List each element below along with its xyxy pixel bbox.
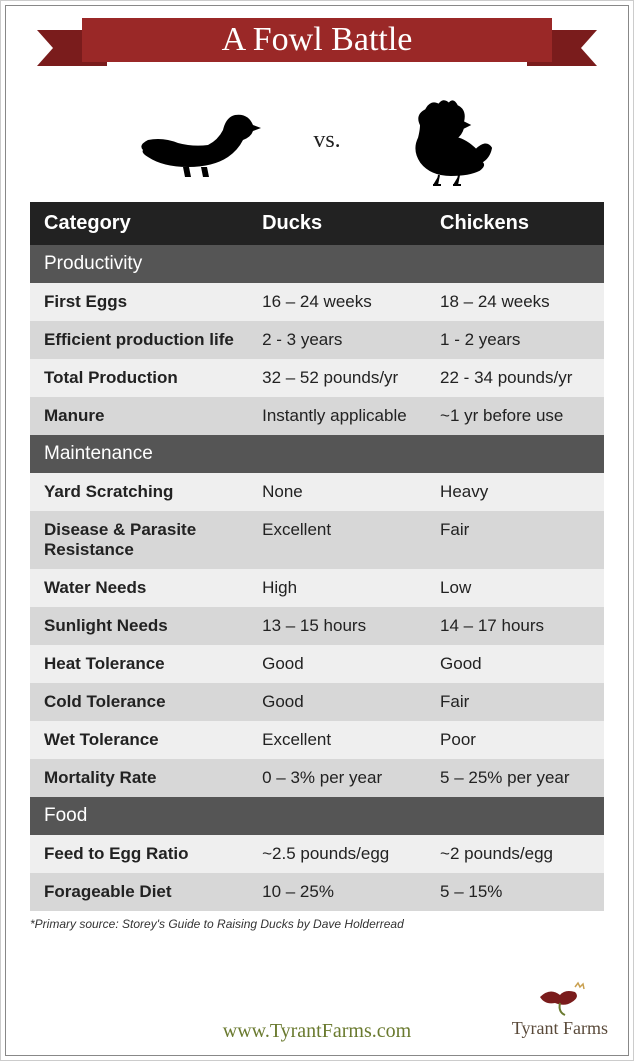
row-label: Total Production bbox=[30, 359, 248, 397]
row-ducks: Good bbox=[248, 645, 426, 683]
title-text: A Fowl Battle bbox=[82, 18, 552, 62]
row-chickens: ~1 yr before use bbox=[426, 397, 604, 435]
row-label: Yard Scratching bbox=[30, 473, 248, 511]
header-ducks: Ducks bbox=[248, 202, 426, 245]
row-chickens: Heavy bbox=[426, 473, 604, 511]
row-ducks: 2 - 3 years bbox=[248, 321, 426, 359]
section-header: Maintenance bbox=[30, 435, 604, 473]
row-ducks: High bbox=[248, 569, 426, 607]
row-ducks: Instantly applicable bbox=[248, 397, 426, 435]
table-row: Total Production32 – 52 pounds/yr22 - 34… bbox=[30, 359, 604, 397]
vs-label: vs. bbox=[313, 127, 340, 154]
row-label: Sunlight Needs bbox=[30, 607, 248, 645]
table-row: Heat ToleranceGoodGood bbox=[30, 645, 604, 683]
header-category: Category bbox=[30, 202, 248, 245]
row-label: Cold Tolerance bbox=[30, 683, 248, 721]
table-row: Water NeedsHighLow bbox=[30, 569, 604, 607]
hummingbird-icon bbox=[530, 977, 590, 1017]
table-row: First Eggs16 – 24 weeks18 – 24 weeks bbox=[30, 283, 604, 321]
row-ducks: ~2.5 pounds/egg bbox=[248, 835, 426, 873]
row-ducks: Excellent bbox=[248, 721, 426, 759]
row-label: Manure bbox=[30, 397, 248, 435]
table-row: Cold ToleranceGoodFair bbox=[30, 683, 604, 721]
row-ducks: Good bbox=[248, 683, 426, 721]
row-chickens: Good bbox=[426, 645, 604, 683]
table-row: Yard ScratchingNoneHeavy bbox=[30, 473, 604, 511]
row-label: First Eggs bbox=[30, 283, 248, 321]
table-row: Disease & Parasite ResistanceExcellentFa… bbox=[30, 511, 604, 569]
duck-icon bbox=[123, 95, 263, 185]
table-row: Wet ToleranceExcellentPoor bbox=[30, 721, 604, 759]
row-ducks: None bbox=[248, 473, 426, 511]
row-chickens: 14 – 17 hours bbox=[426, 607, 604, 645]
table-row: Efficient production life2 - 3 years1 - … bbox=[30, 321, 604, 359]
row-label: Forageable Diet bbox=[30, 873, 248, 911]
row-ducks: 32 – 52 pounds/yr bbox=[248, 359, 426, 397]
row-label: Wet Tolerance bbox=[30, 721, 248, 759]
header-chickens: Chickens bbox=[426, 202, 604, 245]
row-ducks: 10 – 25% bbox=[248, 873, 426, 911]
row-chickens: Fair bbox=[426, 511, 604, 569]
table-header-row: Category Ducks Chickens bbox=[30, 202, 604, 245]
row-chickens: 22 - 34 pounds/yr bbox=[426, 359, 604, 397]
row-ducks: Excellent bbox=[248, 511, 426, 569]
row-label: Heat Tolerance bbox=[30, 645, 248, 683]
row-chickens: 5 – 15% bbox=[426, 873, 604, 911]
row-label: Water Needs bbox=[30, 569, 248, 607]
title-ribbon: A Fowl Battle bbox=[37, 18, 597, 72]
row-chickens: Fair bbox=[426, 683, 604, 721]
section-header: Food bbox=[30, 797, 604, 835]
row-label: Disease & Parasite Resistance bbox=[30, 511, 248, 569]
table-row: Forageable Diet10 – 25%5 – 15% bbox=[30, 873, 604, 911]
chicken-icon bbox=[391, 90, 511, 190]
row-chickens: Poor bbox=[426, 721, 604, 759]
table-row: Feed to Egg Ratio~2.5 pounds/egg~2 pound… bbox=[30, 835, 604, 873]
row-label: Mortality Rate bbox=[30, 759, 248, 797]
table-row: Mortality Rate0 – 3% per year5 – 25% per… bbox=[30, 759, 604, 797]
source-citation: *Primary source: Storey's Guide to Raisi… bbox=[30, 917, 604, 931]
row-chickens: ~2 pounds/egg bbox=[426, 835, 604, 873]
row-ducks: 13 – 15 hours bbox=[248, 607, 426, 645]
row-chickens: 1 - 2 years bbox=[426, 321, 604, 359]
table-row: Sunlight Needs13 – 15 hours14 – 17 hours bbox=[30, 607, 604, 645]
footer-url: www.TyrantFarms.com bbox=[6, 1020, 628, 1043]
row-ducks: 16 – 24 weeks bbox=[248, 283, 426, 321]
row-label: Efficient production life bbox=[30, 321, 248, 359]
vs-row: vs. bbox=[6, 90, 628, 190]
row-label: Feed to Egg Ratio bbox=[30, 835, 248, 873]
row-chickens: 18 – 24 weeks bbox=[426, 283, 604, 321]
row-chickens: Low bbox=[426, 569, 604, 607]
row-ducks: 0 – 3% per year bbox=[248, 759, 426, 797]
row-chickens: 5 – 25% per year bbox=[426, 759, 604, 797]
comparison-table: Category Ducks Chickens ProductivityFirs… bbox=[30, 202, 604, 911]
section-header: Productivity bbox=[30, 245, 604, 283]
table-row: ManureInstantly applicable~1 yr before u… bbox=[30, 397, 604, 435]
